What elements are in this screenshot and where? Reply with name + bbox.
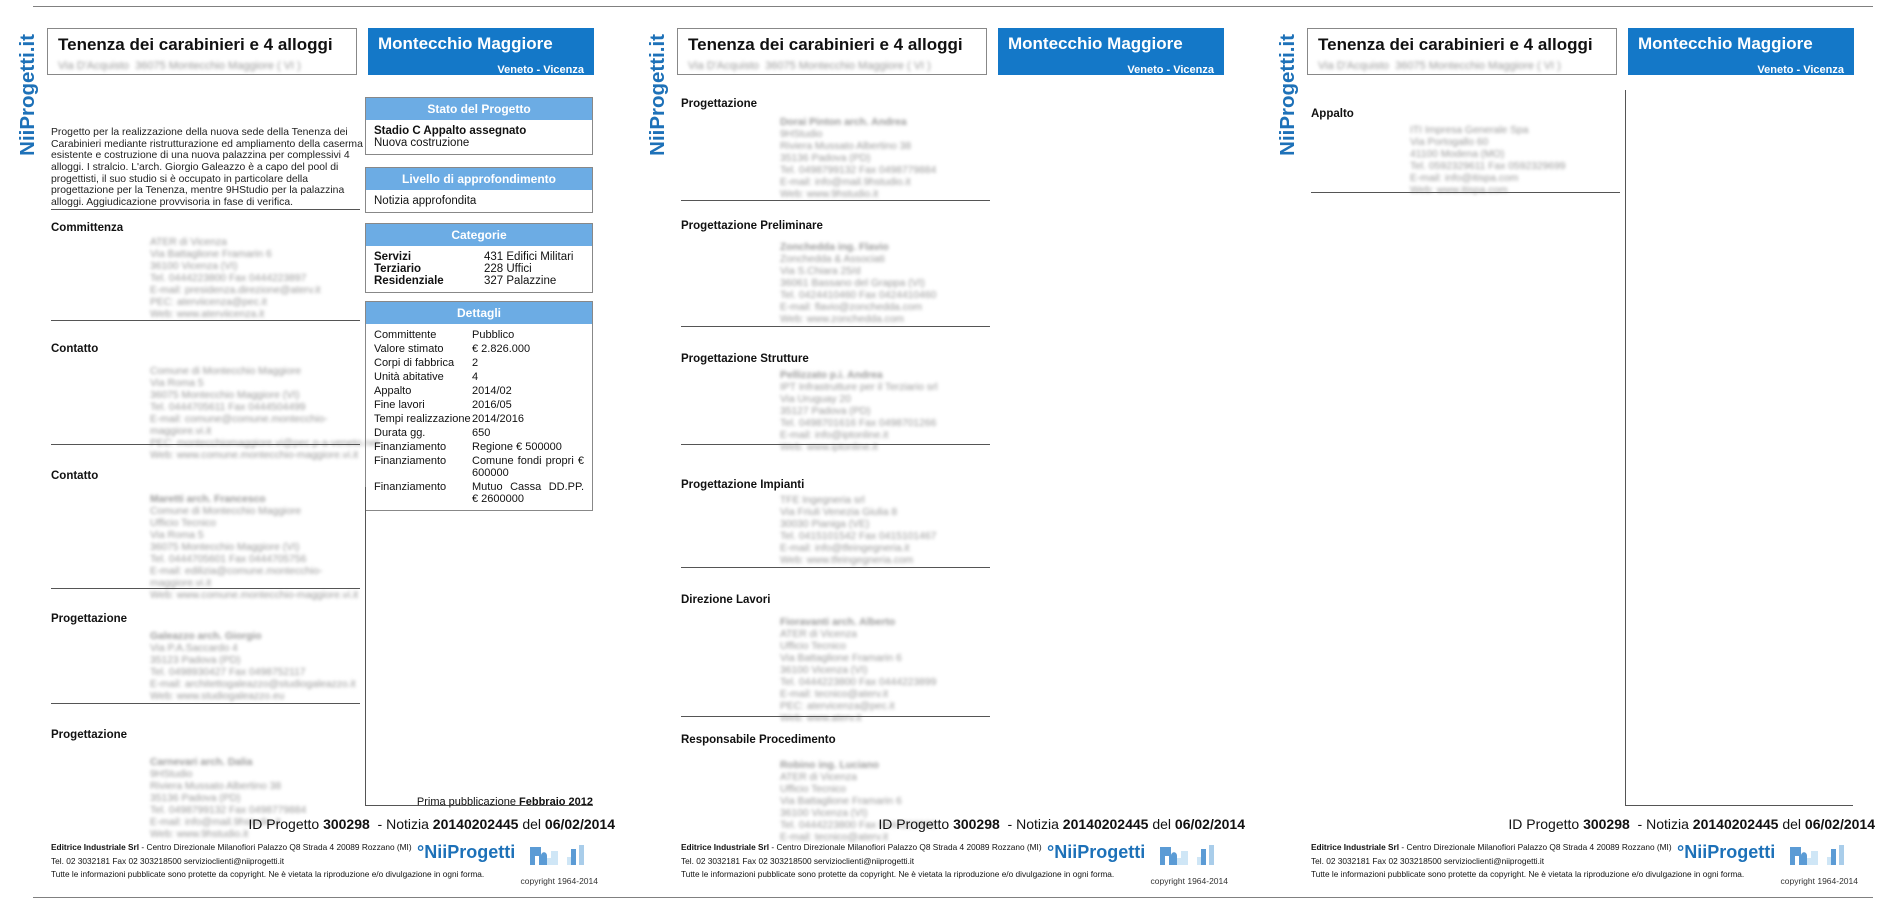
svg-text:°NiiProgetti: °NiiProgetti <box>1677 842 1775 862</box>
svg-text:°NiiProgetti: °NiiProgetti <box>417 842 515 862</box>
svg-text:°NiiProgetti: °NiiProgetti <box>1047 842 1145 862</box>
